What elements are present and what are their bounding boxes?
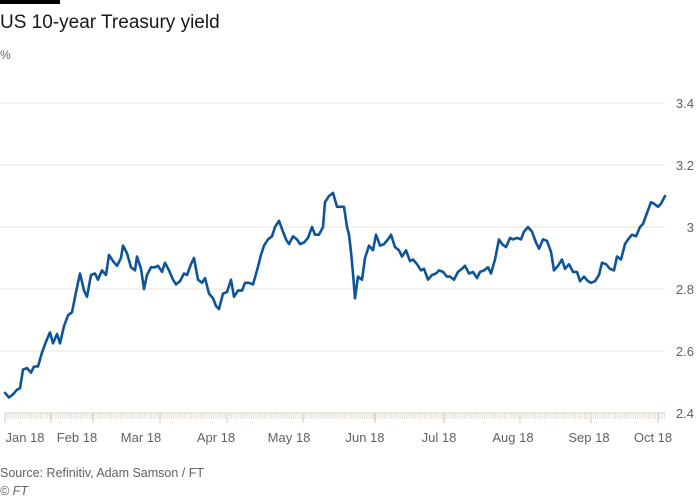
y-tick-label: 3.4	[676, 96, 694, 111]
y-axis-labels: 2.4 2.6 2.8 3 3.2 3.4	[676, 96, 694, 421]
x-tick-label: May 18	[268, 430, 311, 445]
brand-top-bar	[0, 0, 60, 4]
source-note: Source: Refinitiv, Adam Samson / FT	[0, 466, 205, 480]
x-tick-label: Jun 18	[345, 430, 384, 445]
x-axis-labels: Jan 18 Feb 18 Mar 18 Apr 18 May 18 Jun 18 Jul …	[5, 430, 672, 445]
x-tick-label: Sep 18	[568, 430, 609, 445]
y-tick-label: 2.6	[676, 344, 694, 359]
x-tick-label: Oct 18	[634, 430, 672, 445]
gridlines	[0, 102, 665, 352]
y-tick-label: 2.8	[676, 282, 694, 297]
unit-label: %	[0, 48, 11, 62]
x-tick-label: Feb 18	[57, 430, 97, 445]
x-tick-label: Mar 18	[121, 430, 161, 445]
y-tick-label: 3	[687, 220, 694, 235]
x-tick-label: Apr 18	[197, 430, 235, 445]
chart-title: US 10-year Treasury yield	[0, 12, 220, 33]
y-tick-label: 2.4	[676, 406, 694, 421]
y-tick-label: 3.2	[676, 158, 694, 173]
x-axis	[4, 412, 665, 423]
x-tick-label: Jan 18	[5, 430, 44, 445]
x-tick-label: Aug 18	[492, 430, 533, 445]
copyright-note: © FT	[0, 484, 28, 498]
yield-line	[3, 191, 667, 399]
x-tick-label: Jul 18	[422, 430, 457, 445]
line-chart: 2.4 2.6 2.8 3 3.2 3.4 Jan 18 Feb 18 Mar 18 Apr 1…	[0, 96, 694, 445]
